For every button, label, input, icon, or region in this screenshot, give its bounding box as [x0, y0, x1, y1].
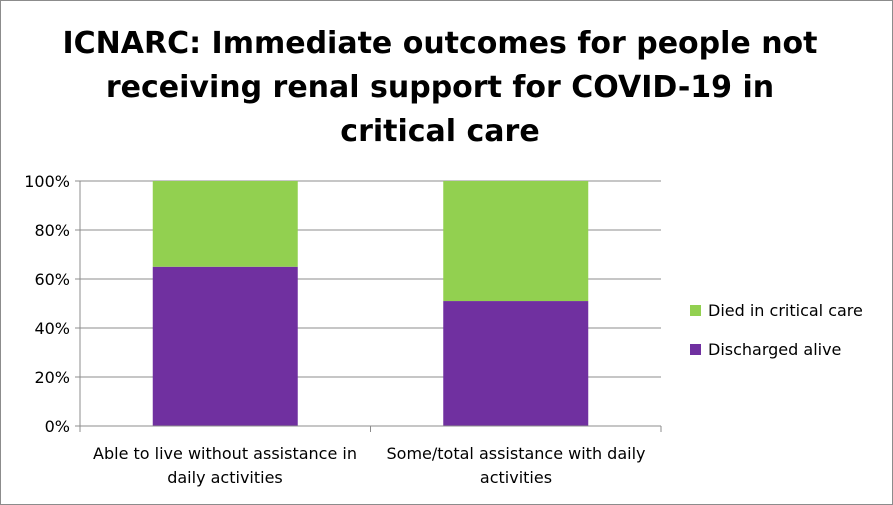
bar-segment	[152, 181, 298, 267]
legend-label-discharged: Discharged alive	[708, 339, 842, 359]
x-category-label: Able to live without assistance in daily…	[93, 444, 357, 487]
bars	[152, 181, 589, 426]
legend-item-discharged: Discharged alive	[690, 339, 863, 359]
y-tick-labels: 0% 20% 40% 60% 80% 100%	[24, 172, 70, 436]
bar-segment	[152, 266, 298, 426]
y-tick-label: 60%	[34, 270, 70, 289]
y-tick-label: 20%	[34, 368, 70, 387]
bar-segment	[443, 301, 589, 426]
y-tick-label: 80%	[34, 221, 70, 240]
y-tick-label: 100%	[24, 172, 70, 191]
y-tick-label: 40%	[34, 319, 70, 338]
legend: Died in critical care Discharged alive	[690, 300, 863, 378]
legend-swatch-discharged	[690, 343, 701, 355]
legend-item-died: Died in critical care	[690, 300, 863, 320]
axes	[79, 181, 662, 432]
y-tick-label: 0%	[45, 417, 70, 436]
chart-title: ICNARC: Immediate outcomes for people no…	[62, 26, 818, 149]
bar-segment	[443, 181, 589, 302]
legend-label-died: Died in critical care	[708, 300, 863, 320]
legend-swatch-died	[690, 304, 701, 316]
x-category-label: Some/total assistance with daily activit…	[386, 444, 646, 487]
